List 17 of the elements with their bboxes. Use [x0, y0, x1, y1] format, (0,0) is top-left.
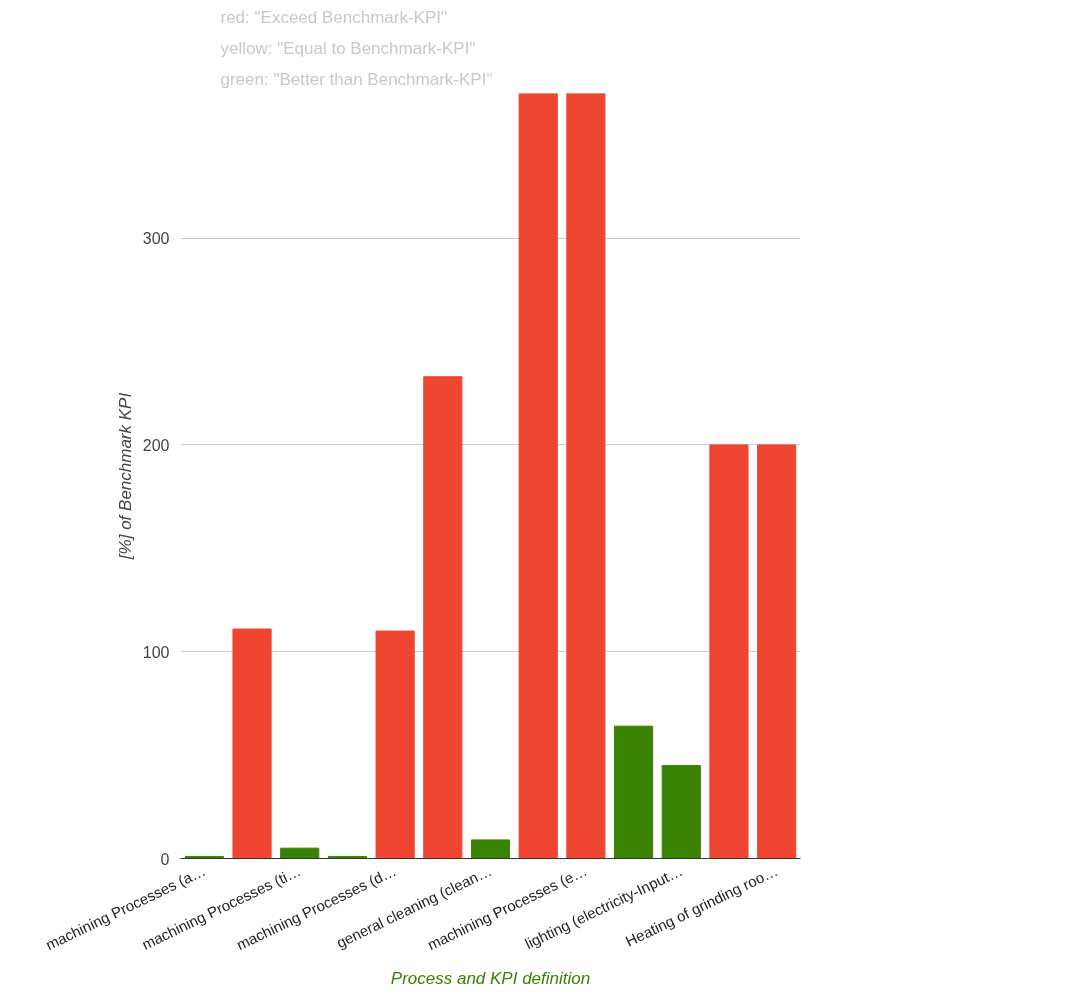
y-tick-label: 0 [160, 850, 170, 868]
bar [423, 376, 463, 859]
y-tick-label: 300 [142, 230, 170, 248]
bar [757, 444, 797, 859]
bar [232, 628, 272, 859]
bar [518, 93, 558, 859]
y-axis-title: [%] of Benchmark KPI [115, 392, 135, 561]
bar [661, 764, 701, 859]
y-tick-label: 200 [142, 436, 170, 454]
bar [709, 444, 749, 859]
y-tick-label: 100 [142, 643, 170, 661]
x-axis-title: Process and KPI definition [390, 968, 591, 988]
bar [566, 93, 606, 859]
bar [470, 839, 511, 859]
bar [375, 630, 415, 859]
bar [280, 847, 320, 859]
bar [614, 725, 654, 859]
